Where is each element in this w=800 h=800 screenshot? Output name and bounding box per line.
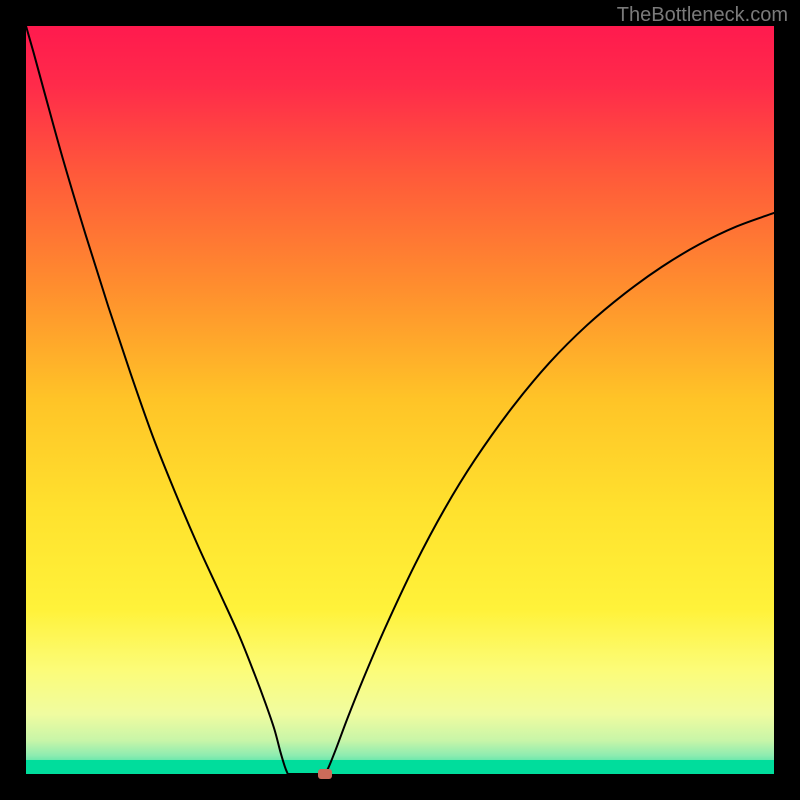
curve-svg (0, 0, 800, 800)
curve-right-branch (325, 213, 774, 774)
curve-group (26, 26, 774, 774)
curve-left-branch (26, 26, 288, 774)
optimal-point-marker (318, 769, 332, 779)
watermark-text: TheBottleneck.com (617, 4, 788, 27)
chart-frame: TheBottleneck.com (0, 0, 800, 800)
